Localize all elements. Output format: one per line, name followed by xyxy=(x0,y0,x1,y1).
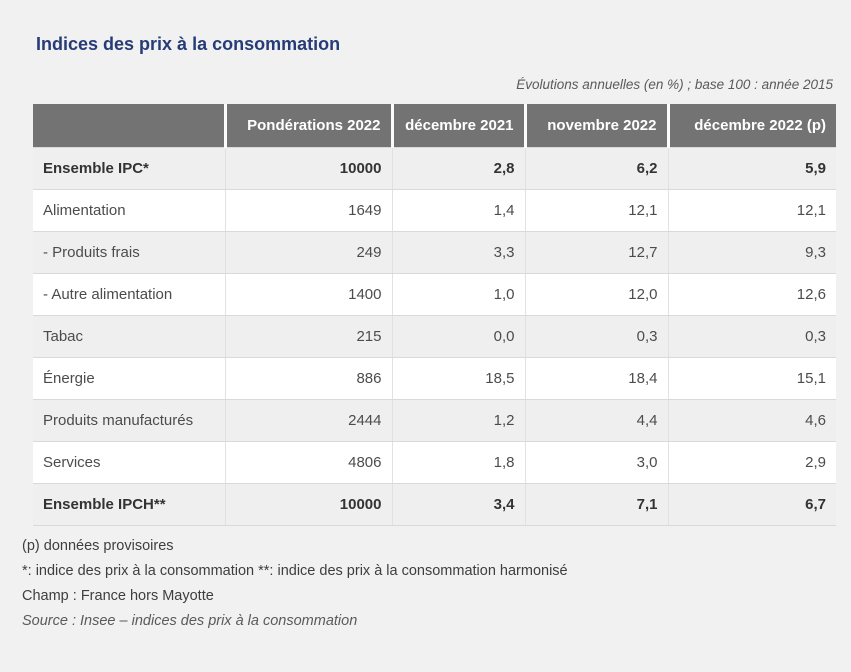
row-value: 18,5 xyxy=(391,356,525,400)
row-value: 1,0 xyxy=(391,272,525,316)
table-row: - Autre alimentation 1400 1,0 12,0 12,6 xyxy=(33,272,836,316)
column-header-category xyxy=(33,104,225,147)
row-value: 9,3 xyxy=(667,230,836,274)
row-value: 215 xyxy=(224,314,392,358)
row-value: 4,4 xyxy=(524,398,668,442)
row-value: 0,3 xyxy=(667,314,836,358)
row-value: 12,1 xyxy=(524,188,668,232)
row-label: Tabac xyxy=(33,314,225,358)
row-value: 2,9 xyxy=(667,440,836,484)
footnotes: (p) données provisoires *: indice des pr… xyxy=(22,534,833,634)
row-label: Produits manufacturés xyxy=(33,398,225,442)
footnote-scope: Champ : France hors Mayotte xyxy=(22,587,214,604)
table-row: - Produits frais 249 3,3 12,7 9,3 xyxy=(33,230,836,274)
row-value: 3,0 xyxy=(524,440,668,484)
row-value: 886 xyxy=(224,356,392,400)
column-header-ponderations-2022: Pondérations 2022 xyxy=(223,104,392,147)
row-value: 2,8 xyxy=(391,146,525,190)
row-label: Énergie xyxy=(33,356,225,400)
footnote-definitions: *: indice des prix à la consommation **:… xyxy=(22,562,568,579)
table-row: Énergie 886 18,5 18,4 15,1 xyxy=(33,356,836,400)
row-value: 12,1 xyxy=(667,188,836,232)
row-label: Ensemble IPC* xyxy=(33,146,225,190)
column-header-decembre-2022-p: décembre 2022 (p) xyxy=(666,104,836,147)
table-row: Services 4806 1,8 3,0 2,9 xyxy=(33,440,836,484)
table-row: Tabac 215 0,0 0,3 0,3 xyxy=(33,314,836,358)
row-label: - Produits frais xyxy=(33,230,225,274)
row-value: 4806 xyxy=(224,440,392,484)
row-value: 1,2 xyxy=(391,398,525,442)
table-subtitle: Évolutions annuelles (en %) ; base 100 :… xyxy=(516,77,833,92)
row-value: 1400 xyxy=(224,272,392,316)
row-value: 10000 xyxy=(224,482,392,526)
table-row: Ensemble IPC* 10000 2,8 6,2 5,9 xyxy=(33,146,836,190)
row-value: 2444 xyxy=(224,398,392,442)
page: Indices des prix à la consommation Évolu… xyxy=(0,33,851,672)
row-value: 0,0 xyxy=(391,314,525,358)
row-value: 6,7 xyxy=(667,482,836,526)
row-value: 0,3 xyxy=(524,314,668,358)
row-value: 249 xyxy=(224,230,392,274)
row-value: 15,1 xyxy=(667,356,836,400)
table-row: Produits manufacturés 2444 1,2 4,4 4,6 xyxy=(33,398,836,442)
row-value: 1,8 xyxy=(391,440,525,484)
table-row: Ensemble IPCH** 10000 3,4 7,1 6,7 xyxy=(33,482,836,526)
row-value: 3,4 xyxy=(391,482,525,526)
row-value: 12,7 xyxy=(524,230,668,274)
row-label: Alimentation xyxy=(33,188,225,232)
row-value: 1,4 xyxy=(391,188,525,232)
row-value: 7,1 xyxy=(524,482,668,526)
row-value: 5,9 xyxy=(667,146,836,190)
row-value: 18,4 xyxy=(524,356,668,400)
row-value: 12,6 xyxy=(667,272,836,316)
price-index-table: Pondérations 2022 décembre 2021 novembre… xyxy=(33,104,836,526)
row-value: 3,3 xyxy=(391,230,525,274)
row-label: Services xyxy=(33,440,225,484)
row-value: 6,2 xyxy=(524,146,668,190)
page-title: Indices des prix à la consommation xyxy=(36,34,341,54)
footnote-source: Source : Insee – indices des prix à la c… xyxy=(22,612,358,629)
footnote-provisional: (p) données provisoires xyxy=(22,537,174,554)
row-value: 4,6 xyxy=(667,398,836,442)
column-header-decembre-2021: décembre 2021 xyxy=(390,104,525,147)
row-label: Ensemble IPCH** xyxy=(33,482,225,526)
row-label: - Autre alimentation xyxy=(33,272,225,316)
row-value: 10000 xyxy=(224,146,392,190)
row-value: 12,0 xyxy=(524,272,668,316)
table-row: Alimentation 1649 1,4 12,1 12,1 xyxy=(33,188,836,232)
table-body: Ensemble IPC* 10000 2,8 6,2 5,9 Alimentation 1… xyxy=(33,146,836,526)
row-value: 1649 xyxy=(224,188,392,232)
column-header-novembre-2022: novembre 2022 xyxy=(523,104,668,147)
table-header-row: Pondérations 2022 décembre 2021 novembre… xyxy=(33,104,836,147)
